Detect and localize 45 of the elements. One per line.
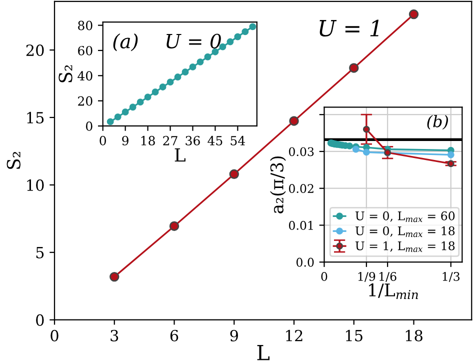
- x-tick-label: 0: [50, 330, 58, 342]
- x-tick-label: 0: [100, 136, 106, 146]
- annotation: (a): [113, 33, 138, 52]
- y-tick-label: 20: [78, 96, 92, 106]
- y-tick-label: 40: [78, 71, 92, 81]
- y-tick-label: 60: [78, 46, 92, 56]
- y-axis-title: S₂: [6, 152, 20, 169]
- x-tick-label: 27: [163, 136, 178, 146]
- x-tick-label: 9: [122, 136, 128, 146]
- y-axis-title: a₂(π/3): [270, 156, 286, 214]
- x-tick-label: 54: [230, 136, 246, 146]
- y-tick-label: 0.01: [288, 220, 313, 230]
- x-tick-label: 36: [186, 136, 200, 146]
- x-tick-label: 1/6: [380, 272, 396, 282]
- y-tick-label: 0.0: [296, 258, 314, 267]
- x-tick-label: 1/9: [358, 272, 376, 282]
- x-tick-label: 45: [208, 136, 222, 146]
- y-tick-label: 5: [36, 247, 44, 258]
- x-tick-label: 18: [406, 330, 422, 342]
- x-axis-title: L: [174, 148, 186, 162]
- x-tick-label: 9: [230, 330, 238, 342]
- y-tick-label: 20: [26, 44, 44, 56]
- x-tick-label: 0: [321, 272, 328, 281]
- x-tick-label: 12: [286, 330, 302, 342]
- y-tick-label: 0.03: [288, 147, 314, 156]
- annotation: U = 1: [320, 20, 379, 37]
- y-tick-label: 15: [27, 112, 44, 124]
- y-tick-label: 0.02: [288, 184, 314, 193]
- y-tick-label: 10: [27, 179, 44, 191]
- x-axis-title: 1/L$_{min}$: [369, 283, 418, 299]
- x-tick-label: 6: [170, 330, 178, 342]
- annotation: U = 0: [166, 34, 221, 48]
- y-tick-label: 0: [36, 314, 44, 326]
- legend-label: U = 0, L$_{max}$ = 18: [355, 226, 455, 238]
- y-tick-label: 0: [86, 121, 92, 131]
- x-axis-title: L: [257, 344, 270, 360]
- y-tick-label: 80: [78, 20, 92, 30]
- x-tick-label: 15: [346, 330, 362, 342]
- x-tick-label: 3: [110, 330, 118, 342]
- x-tick-label: 18: [141, 136, 155, 146]
- legend-label: U = 1, L$_{max}$ = 18: [355, 241, 455, 252]
- legend-label: U = 0, L$_{max}$ = 60: [355, 211, 455, 222]
- y-axis-title: S₂: [58, 65, 72, 82]
- annotation: (b): [427, 114, 448, 130]
- x-tick-label: 1/3: [442, 272, 460, 282]
